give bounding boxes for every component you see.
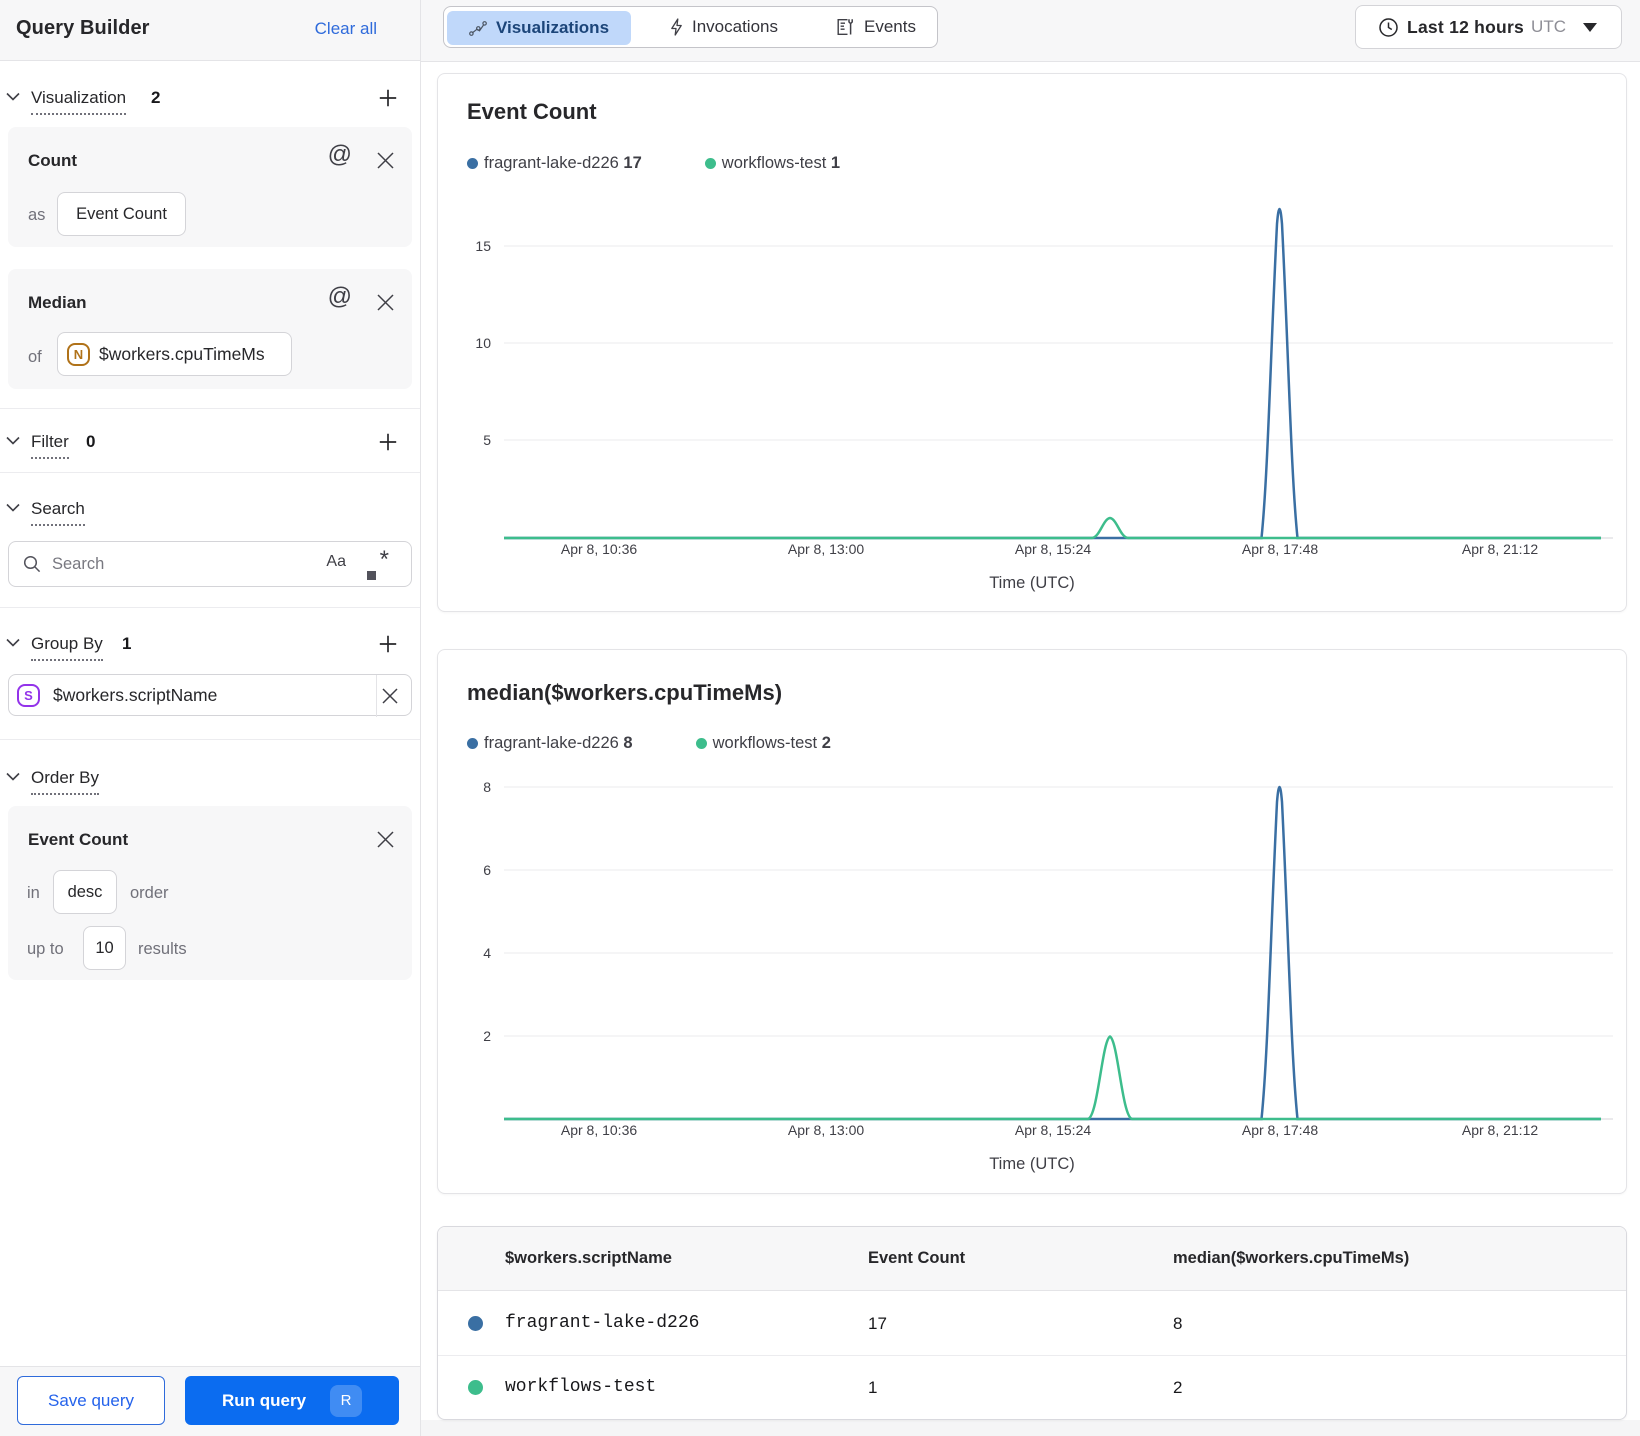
svg-text:10: 10 [475, 335, 491, 351]
svg-text:6: 6 [483, 862, 491, 878]
svg-text:5: 5 [483, 432, 491, 448]
svg-text:Time (UTC): Time (UTC) [989, 1155, 1075, 1173]
svg-text:2: 2 [483, 1028, 491, 1044]
svg-text:Apr 8, 15:24: Apr 8, 15:24 [1015, 541, 1091, 557]
svg-text:Apr 8, 13:00: Apr 8, 13:00 [788, 1122, 864, 1138]
svg-text:Apr 8, 10:36: Apr 8, 10:36 [561, 541, 637, 557]
svg-text:Apr 8, 15:24: Apr 8, 15:24 [1015, 1122, 1091, 1138]
svg-text:15: 15 [475, 238, 491, 254]
svg-text:Apr 8, 13:00: Apr 8, 13:00 [788, 541, 864, 557]
svg-text:Apr 8, 21:12: Apr 8, 21:12 [1462, 541, 1538, 557]
svg-text:Time (UTC): Time (UTC) [989, 574, 1075, 592]
svg-text:Apr 8, 17:48: Apr 8, 17:48 [1242, 1122, 1318, 1138]
svg-text:Apr 8, 10:36: Apr 8, 10:36 [561, 1122, 637, 1138]
svg-text:4: 4 [483, 945, 491, 961]
svg-text:8: 8 [483, 779, 491, 795]
svg-text:Apr 8, 21:12: Apr 8, 21:12 [1462, 1122, 1538, 1138]
svg-text:Apr 8, 17:48: Apr 8, 17:48 [1242, 541, 1318, 557]
